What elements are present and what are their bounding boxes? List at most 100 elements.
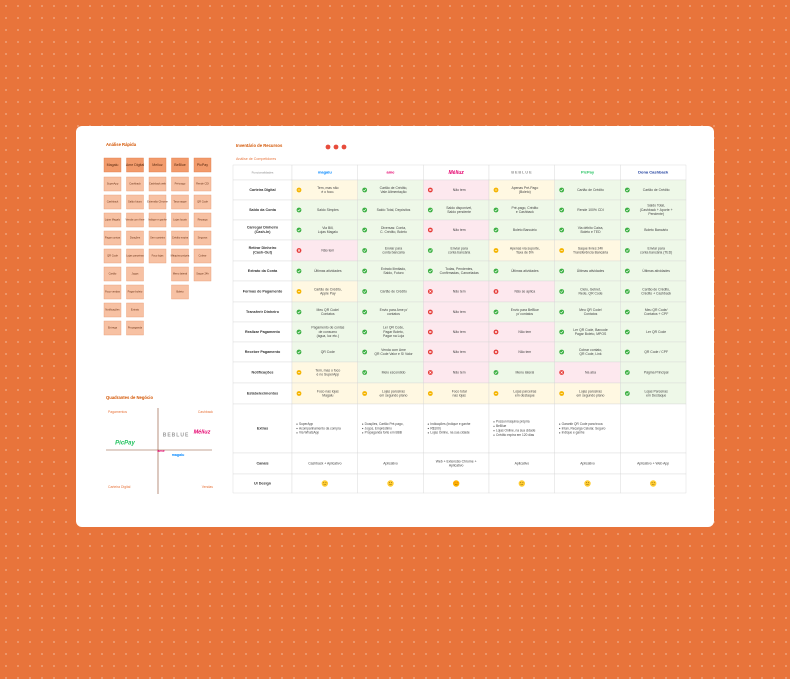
cell-text: de consumo: [319, 330, 338, 334]
status-glyph: [625, 330, 629, 334]
cell-text: em segundo plano: [577, 393, 605, 397]
row-label: Estabelecimentos: [247, 391, 278, 395]
sticky-note: [193, 212, 212, 228]
bullet: [559, 432, 561, 434]
cell-text: Foco total: [452, 389, 467, 393]
status-glyph: [494, 371, 498, 374]
status-icon: [362, 349, 368, 355]
face-mouth: [454, 484, 458, 486]
sticky-note: [171, 194, 189, 210]
status-icon: [362, 329, 368, 335]
sticky-note-text: Foco lojas: [152, 254, 165, 258]
cell-text: Pagamento de contas: [311, 326, 344, 330]
extras-item: Intan, Recarga Celular, Seguro: [562, 426, 606, 430]
cell-text: Enviar para: [450, 246, 467, 250]
sticky-note-text: Máquina própria: [171, 254, 190, 258]
extras-item: SuperApp: [299, 422, 313, 426]
status-glyph: [560, 371, 563, 374]
status-glyph: [625, 249, 629, 252]
cell-text: QR Code: [321, 350, 335, 354]
status-glyph: [560, 330, 564, 334]
status-glyph: [363, 208, 367, 212]
bullet: [362, 432, 364, 434]
sticky-header-text: Magalu: [107, 163, 119, 167]
cell-text: Contatos + CPF: [644, 312, 668, 316]
cell-text: Meio escondido: [382, 370, 406, 374]
face-eye: [454, 482, 458, 484]
status-glyph: [297, 330, 301, 334]
section-title: Inventário de Recursos: [236, 143, 283, 148]
extras-item: Possui máquina própria: [496, 420, 530, 424]
status-icon: [362, 227, 368, 233]
status-glyph: [494, 228, 498, 232]
cell-text: Não se aplica: [515, 289, 536, 293]
extras-item: Doações, Cartão Pré-pago,: [365, 422, 404, 426]
sticky-note-text: Crédito expira: [172, 236, 189, 240]
cell-text: Crédito + Cashback: [641, 291, 671, 295]
sticky-header: [171, 157, 189, 173]
cell-text: Saldo Simples: [317, 208, 339, 212]
column-header: magalu: [318, 170, 333, 175]
extras-item: Indique e ganhe: [562, 431, 585, 435]
extras-item: Garantir QR Code para troca: [562, 422, 603, 426]
sticky-note: [148, 248, 167, 264]
brand-logo: Méliuz: [194, 429, 211, 435]
cell-text: Contatos: [584, 312, 598, 316]
sticky-note-text: Sem carteira: [150, 236, 165, 240]
status-glyph: [494, 310, 498, 314]
sticky-note-text: Propaganda: [128, 326, 143, 330]
sticky-note: [103, 212, 122, 228]
face-icon: [649, 480, 657, 487]
bullet: [296, 432, 298, 434]
cell-text: QR Code, Link: [579, 352, 602, 356]
cell-text: Boleto Bancário: [644, 228, 668, 232]
extras-item: Propaganda forte em BBB: [365, 431, 402, 435]
cell-text: Saldo Total,: [647, 204, 665, 208]
row-label: UI Design: [254, 481, 272, 485]
status-glyph: [494, 290, 498, 293]
cell-text: Últimas atividades: [314, 268, 342, 273]
quadrant-label: Cashback: [198, 410, 213, 414]
extras-cell: [423, 403, 490, 454]
cell-text: Apenas Pré-Pago: [511, 186, 538, 190]
cell-text: Boleto e TED: [580, 230, 601, 234]
status-icon: [624, 391, 630, 396]
status-icon: [362, 268, 368, 274]
sticky-note: [148, 230, 167, 246]
bullet: [493, 421, 495, 423]
sticky-note-text: Saldo futuro: [128, 200, 143, 204]
status-icon: [296, 349, 302, 355]
bullet: [427, 423, 429, 425]
face-eye: [325, 482, 327, 484]
sticky-note-text: Cashback web: [149, 182, 167, 186]
sticky-note-text: Pré-pago: [175, 182, 186, 186]
column-header: Méliuz: [449, 170, 465, 176]
cell-text: Não tem: [518, 330, 531, 334]
status-icon: [296, 227, 302, 233]
status-glyph: [363, 269, 367, 273]
status-icon: [624, 349, 630, 355]
cell-text: em destaque: [515, 393, 535, 397]
cell-text: Cartão de Crédito,: [380, 186, 408, 190]
status-glyph: [297, 310, 301, 314]
face-eye: [586, 482, 587, 484]
sticky-note: [148, 176, 167, 192]
cell-text: Cartão de Crédito: [577, 188, 604, 192]
sticky-note: [171, 266, 189, 282]
face-eye: [653, 482, 655, 484]
cell-text: Tem, mas o foco: [315, 368, 340, 372]
cell-text: Saldo pendente: [447, 210, 471, 214]
sticky-header: [126, 157, 144, 173]
cell-text: Via débito Caixa,: [578, 226, 604, 230]
cell-text: Não tem: [321, 248, 334, 252]
status-icon: [624, 370, 630, 375]
status-icon: [559, 329, 565, 335]
cell-text: Apenas via suporte,: [510, 246, 540, 250]
status-glyph: [625, 392, 629, 395]
sticky-note: [103, 284, 122, 300]
cell-text: Extrato Ilimitado,: [381, 267, 406, 271]
cell-text: contatos: [387, 312, 400, 316]
cell-text: Últimas atividades: [642, 268, 670, 273]
status-glyph: [625, 371, 629, 374]
status-icon: [559, 349, 565, 355]
